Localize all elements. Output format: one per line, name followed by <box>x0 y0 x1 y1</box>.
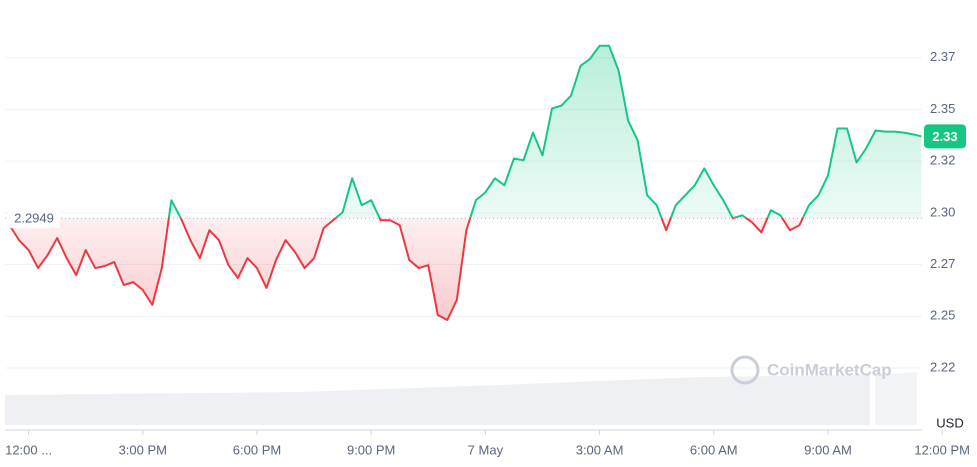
plot: 2.2949 <box>5 44 922 321</box>
baseline-label-box <box>8 208 60 229</box>
volume-backdrop <box>875 372 917 425</box>
y-tick-label: 2.25 <box>930 308 955 323</box>
y-tick-label: 2.35 <box>930 101 955 116</box>
price-line <box>8 44 922 321</box>
price-area <box>9 45 922 320</box>
y-tick-label: 2.32 <box>930 153 955 168</box>
x-tick-label: 9:00 PM <box>347 442 395 457</box>
x-tick-label: 3:00 AM <box>576 442 624 457</box>
y-tick-label: 2.37 <box>930 49 955 64</box>
volume-backdrop <box>5 375 870 425</box>
x-tick-label: 9:00 AM <box>804 442 852 457</box>
baseline-label: 2.2949 <box>14 211 54 226</box>
y-tick-label: 2.27 <box>930 256 955 271</box>
currency-label: USD <box>936 415 963 430</box>
watermark-text: CoinMarketCap <box>767 360 892 379</box>
x-tick-label: 12:00 PM <box>914 442 970 457</box>
current-price-badge <box>924 124 966 149</box>
axes: 2.22 2.25 2.27 2.30 2.32 2.35 2.37 12:00 ... 3:0… <box>5 49 970 457</box>
watermark-logo <box>730 355 760 385</box>
x-tick-label: 12:00 ... <box>5 442 52 457</box>
x-tick-label: 3:00 PM <box>119 442 167 457</box>
y-tick-label: 2.22 <box>930 359 955 374</box>
x-tick-label: 7 May <box>468 442 504 457</box>
x-tick-label: 6:00 AM <box>690 442 738 457</box>
current-price-label: 2.33 <box>932 129 957 144</box>
x-tick-label: 6:00 PM <box>233 442 281 457</box>
watermark: CoinMarketCap <box>730 355 892 385</box>
y-tick-label: 2.30 <box>930 204 955 219</box>
